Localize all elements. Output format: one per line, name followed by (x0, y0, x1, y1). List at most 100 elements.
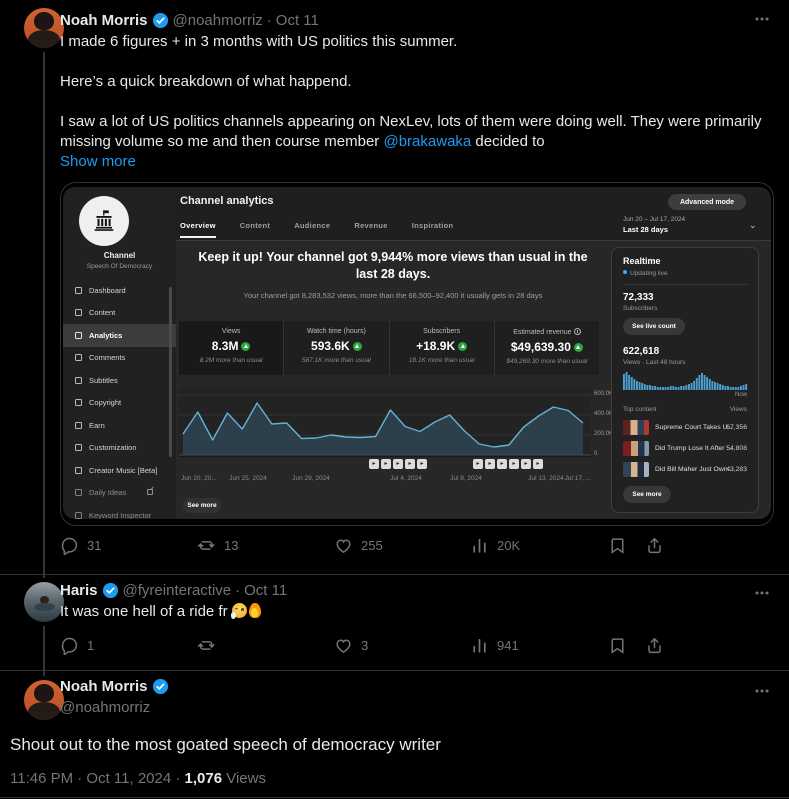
sidebar-item-creator-music-beta-[interactable]: Creator Music [Beta] (63, 459, 176, 482)
tab-inspiration[interactable]: Inspiration (411, 221, 454, 230)
avatar[interactable] (24, 680, 64, 720)
metric-value: 593.6K (284, 339, 388, 353)
tab-overview[interactable]: Overview (180, 221, 216, 238)
reply-button[interactable]: 1 (60, 636, 94, 655)
video-marker-icon[interactable]: ▸ (497, 459, 507, 469)
bookmark-button[interactable] (608, 636, 627, 655)
date-range-picker[interactable]: Jun 20 – Jul 17, 2024 Last 28 days (623, 216, 743, 234)
video-marker-icon[interactable]: ▸ (509, 459, 519, 469)
metric-card-watch-time-hours-[interactable]: Watch time (hours) 593.6K 587.1K more than… (283, 321, 388, 375)
more-options-icon[interactable] (753, 10, 771, 33)
sidebar-item-label: Creator Music [Beta] (89, 465, 158, 475)
top-content-title[interactable]: Did Bill Maher Just Own... (655, 466, 734, 473)
video-marker-icon[interactable]: ▸ (521, 459, 531, 469)
video-marker-icon[interactable]: ▸ (485, 459, 495, 469)
video-marker-icon[interactable]: ▸ (405, 459, 415, 469)
repost-button[interactable]: 13 (197, 536, 238, 555)
video-marker-icon[interactable]: ▸ (381, 459, 391, 469)
metric-card-subscribers[interactable]: Subscribers +18.9K 18.1K more than usual (388, 321, 494, 375)
tweet-divider (0, 797, 789, 798)
avatar[interactable] (24, 582, 64, 622)
views-count: 941 (497, 638, 519, 653)
views-button[interactable]: 941 (470, 636, 519, 655)
analytics-headline: Keep it up! Your channel got 9,944% more… (198, 250, 588, 281)
tweet-media-analytics-screenshot[interactable]: Channel Speech Of Democracy Dashboard Con… (60, 182, 774, 526)
video-thumbnail[interactable] (623, 441, 649, 456)
realtime-see-more-button[interactable]: See more (623, 486, 671, 503)
metric-label: Estimated revenue (495, 328, 599, 336)
display-name[interactable]: Haris (60, 582, 98, 599)
channel-avatar[interactable] (79, 196, 129, 246)
tweet-text: decided to (471, 133, 545, 150)
sidebar-item-label: Dashboard (89, 285, 126, 295)
views-button[interactable]: 20K (470, 536, 520, 555)
video-marker-icon[interactable]: ▸ (369, 459, 379, 469)
share-button[interactable] (645, 536, 664, 555)
sidebar-item-comments[interactable]: Comments (63, 347, 176, 370)
more-options-icon[interactable] (753, 682, 771, 705)
date-preset-text: Last 28 days (623, 225, 669, 234)
metric-card-views[interactable]: Views 8.3M 8.2M more than usual (179, 321, 284, 375)
sidebar-item-label: Content (89, 308, 116, 318)
views-trend-chart[interactable] (179, 387, 591, 457)
daily-ideas-icon (75, 489, 82, 497)
realtime-subscribers-value: 72,333 (623, 292, 654, 303)
sidebar-item-analytics[interactable]: Analytics (63, 324, 176, 347)
tab-content[interactable]: Content (239, 221, 271, 230)
tab-audience[interactable]: Audience (294, 221, 331, 230)
top-content-label: Top content (623, 406, 657, 413)
advanced-mode-button[interactable]: Advanced mode (668, 194, 746, 210)
user-handle[interactable]: @noahmorriz (60, 699, 151, 716)
video-thumbnail[interactable] (623, 420, 649, 435)
repost-button[interactable] (197, 636, 224, 655)
realtime-bar-chart (623, 372, 748, 390)
user-handle[interactable]: @noahmorriz (172, 12, 263, 29)
sidebar-scrollbar[interactable] (169, 287, 172, 457)
like-button[interactable]: 255 (334, 536, 383, 555)
sidebar-item-daily-ideas[interactable]: Daily Ideas (63, 482, 176, 505)
trend-up-icon (241, 341, 251, 351)
show-more-link[interactable]: Show more (60, 153, 136, 170)
live-dot-icon (623, 270, 627, 274)
sidebar-item-customization[interactable]: Customization (63, 437, 176, 460)
sidebar-item-subtitles[interactable]: Subtitles (63, 369, 176, 392)
trend-up-icon (573, 342, 583, 352)
reply-button[interactable]: 31 (60, 536, 101, 555)
more-options-icon[interactable] (753, 584, 771, 607)
video-marker-icon[interactable]: ▸ (417, 459, 427, 469)
studio-sidebar: Channel Speech Of Democracy Dashboard Con… (63, 187, 176, 519)
tweet-date[interactable]: Oct 11 (275, 12, 319, 29)
display-name[interactable]: Noah Morris (60, 12, 148, 29)
video-thumbnail[interactable] (623, 462, 649, 477)
video-marker-icon[interactable]: ▸ (533, 459, 543, 469)
top-content-title[interactable]: Supreme Court Takes U... (655, 424, 734, 431)
sidebar-item-copyright[interactable]: Copyright (63, 392, 176, 415)
sidebar-item-content[interactable]: Content (63, 302, 176, 325)
video-marker-icon[interactable]: ▸ (393, 459, 403, 469)
tweet-text-line: It was one hell of a ride fr (60, 602, 776, 622)
mention-link[interactable]: @brakawaka (383, 133, 472, 150)
views-label: Views (222, 770, 266, 787)
see-live-count-button[interactable]: See live count (623, 318, 685, 335)
top-content-views: 67,356 (726, 424, 747, 431)
metric-card-estimated-revenue[interactable]: Estimated revenue $49,639.30 $49,269.30 mo… (493, 321, 599, 375)
top-content-title[interactable]: Did Trump Lose It After ... (655, 445, 733, 452)
x-axis-tick: Jun 20, 20... (181, 475, 217, 482)
tab-revenue[interactable]: Revenue (354, 221, 388, 230)
sidebar-item-dashboard[interactable]: Dashboard (63, 279, 176, 302)
panel-divider (623, 284, 747, 285)
chevron-down-icon[interactable]: ⌄ (749, 220, 757, 230)
video-marker-icon[interactable]: ▸ (473, 459, 483, 469)
sidebar-item-earn[interactable]: Earn (63, 414, 176, 437)
display-name[interactable]: Noah Morris (60, 678, 148, 695)
dashboard-icon (75, 286, 82, 294)
see-more-button[interactable]: See more (183, 498, 221, 513)
share-button[interactable] (645, 636, 664, 655)
sidebar-item-keyword-inspector[interactable]: Keyword Inspector (63, 504, 176, 519)
bookmark-button[interactable] (608, 536, 627, 555)
user-handle[interactable]: @fyreinteractive (122, 582, 232, 599)
tweet-date[interactable]: Oct 11 (244, 582, 288, 599)
like-button[interactable]: 3 (334, 636, 368, 655)
x-axis-tick: Jul 13, 2024 (528, 475, 564, 482)
avatar[interactable] (24, 8, 64, 48)
